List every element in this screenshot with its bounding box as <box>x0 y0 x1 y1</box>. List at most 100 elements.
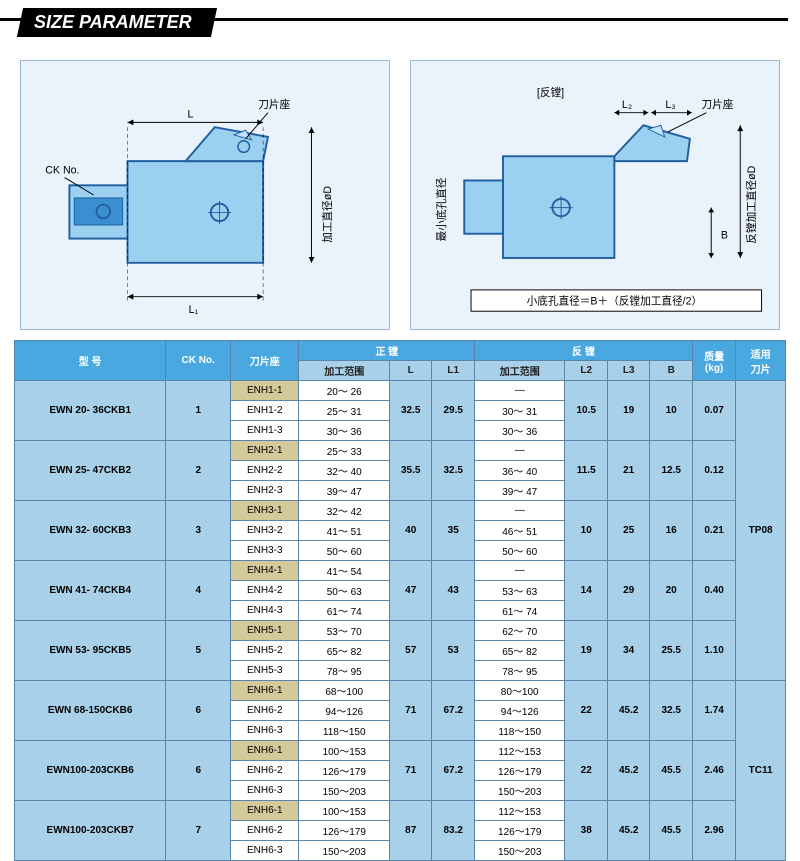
th-positive: 正 镗 <box>299 341 474 361</box>
cell: 40 <box>389 501 431 561</box>
cell: TC11 <box>736 681 786 861</box>
cell: 25～ 33 <box>299 441 390 461</box>
th-holder: 刀片座 <box>231 341 299 381</box>
cell: ENH6-2 <box>231 701 299 721</box>
cell: 118～150 <box>474 721 565 741</box>
cell: 39～ 47 <box>299 481 390 501</box>
cell: 100～153 <box>299 741 390 761</box>
holder-label-left: 刀片座 <box>258 98 290 111</box>
L1-label: L₁ <box>189 304 199 316</box>
cell: ENH2-1 <box>231 441 299 461</box>
cell: 118～150 <box>299 721 390 741</box>
cell: EWN 20- 36CKB1 <box>15 381 166 441</box>
cell: 80～100 <box>474 681 565 701</box>
dlabel-left: 加工直径øD <box>321 186 334 243</box>
cell: 126～179 <box>474 821 565 841</box>
cell: ENH1-3 <box>231 421 299 441</box>
cell: 67.2 <box>432 681 474 741</box>
cell: EWN 41- 74CKB4 <box>15 561 166 621</box>
diagram-right: [反镗] L₂ L₃ 刀片座 B 最小底孔直径 反镗加工直径øD <box>410 60 780 330</box>
cell: — <box>474 381 565 401</box>
table-row: EWN 68-150CKB66ENH6-168～1007167.280～1002… <box>15 681 786 701</box>
cell: 65～ 82 <box>299 641 390 661</box>
holder-label-right: 刀片座 <box>702 98 734 111</box>
cell: 87 <box>389 801 431 861</box>
cell: EWN100-203CKB6 <box>15 741 166 801</box>
cell: 32～ 42 <box>299 501 390 521</box>
cell: 7 <box>166 801 231 861</box>
th-insert: 适用 刀片 <box>736 341 786 381</box>
cell: 53 <box>432 621 474 681</box>
cell: 35 <box>432 501 474 561</box>
cell: 0.07 <box>692 381 735 441</box>
diagram-left: L L₁ CK No. 刀片座 加工直径øD <box>20 60 390 330</box>
formula: 小底孔直径＝B＋（反镗加工直径/2） <box>527 294 703 307</box>
cell: 43 <box>432 561 474 621</box>
table-body: EWN 20- 36CKB11ENH1-120～ 2632.529.5—10.5… <box>15 381 786 861</box>
diagrams-row: L L₁ CK No. 刀片座 加工直径øD [反镗] <box>0 50 800 330</box>
cell: 10 <box>650 381 692 441</box>
th-rev-range: 加工范围 <box>474 361 565 381</box>
cell: 45.2 <box>607 681 649 741</box>
cell: 29 <box>607 561 649 621</box>
cell: EWN 68-150CKB6 <box>15 681 166 741</box>
cell: 150～203 <box>474 841 565 861</box>
cell: 50～ 63 <box>299 581 390 601</box>
cell: 78～ 95 <box>299 661 390 681</box>
cell: 61～ 74 <box>474 601 565 621</box>
cell: 68～100 <box>299 681 390 701</box>
cell: 112～153 <box>474 741 565 761</box>
size-parameter-badge: SIZE PARAMETER <box>17 8 217 37</box>
cell: 71 <box>389 741 431 801</box>
cell: ENH6-1 <box>231 801 299 821</box>
cell: 19 <box>607 381 649 441</box>
L-label: L <box>188 109 194 121</box>
cell: 65～ 82 <box>474 641 565 661</box>
cell: 0.40 <box>692 561 735 621</box>
cell: 126～179 <box>299 821 390 841</box>
cell: 32.5 <box>650 681 692 741</box>
cell: 100～153 <box>299 801 390 821</box>
cell: ENH6-3 <box>231 841 299 861</box>
dlabel-right: 反镗加工直径øD <box>745 165 758 243</box>
cell: 2.96 <box>692 801 735 861</box>
cell: — <box>474 501 565 521</box>
cell: ENH5-3 <box>231 661 299 681</box>
min-label: 最小底孔直径 <box>435 177 448 241</box>
cell: 94～126 <box>474 701 565 721</box>
table-row: EWN 20- 36CKB11ENH1-120～ 2632.529.5—10.5… <box>15 381 786 401</box>
reverse-title: [反镗] <box>537 86 564 99</box>
cell: 150～203 <box>474 781 565 801</box>
diagram-right-svg: [反镗] L₂ L₃ 刀片座 B 最小底孔直径 反镗加工直径øD <box>411 61 779 329</box>
cell: 1.10 <box>692 621 735 681</box>
th-reverse: 反 镗 <box>474 341 692 361</box>
cell: ENH3-2 <box>231 521 299 541</box>
th-ck: CK No. <box>166 341 231 381</box>
svg-text:B: B <box>721 230 728 242</box>
cell: ENH5-1 <box>231 621 299 641</box>
cell: 4 <box>166 561 231 621</box>
table-row: EWN 25- 47CKB22ENH2-125～ 3335.532.5—11.5… <box>15 441 786 461</box>
th-model: 型 号 <box>15 341 166 381</box>
cell: ENH3-3 <box>231 541 299 561</box>
cell: ENH3-1 <box>231 501 299 521</box>
cell: 36～ 40 <box>474 461 565 481</box>
th-L3: L3 <box>607 361 649 381</box>
cell: 53～ 70 <box>299 621 390 641</box>
cell: 11.5 <box>565 441 607 501</box>
cell: 41～ 54 <box>299 561 390 581</box>
cell: 6 <box>166 741 231 801</box>
cell: ENH4-1 <box>231 561 299 581</box>
th-L: L <box>389 361 431 381</box>
cell: 71 <box>389 681 431 741</box>
cell: 34 <box>607 621 649 681</box>
cell: 30～ 36 <box>299 421 390 441</box>
size-table: 型 号 CK No. 刀片座 正 镗 反 镗 质量 (kg) 适用 刀片 加工范… <box>14 340 786 861</box>
cell: ENH4-3 <box>231 601 299 621</box>
cell: ENH6-1 <box>231 681 299 701</box>
cell: 22 <box>565 741 607 801</box>
cell: 22 <box>565 681 607 741</box>
cell: 53～ 63 <box>474 581 565 601</box>
cell: 16 <box>650 501 692 561</box>
cell: 30～ 36 <box>474 421 565 441</box>
